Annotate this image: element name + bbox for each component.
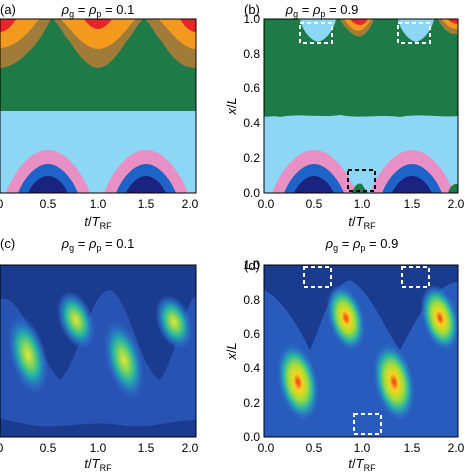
panel-a-lower-arcs-navy bbox=[28, 176, 166, 193]
panel-b-dashed-box-2 bbox=[397, 22, 431, 44]
panel-b-ytick-4: 0.8 bbox=[243, 47, 260, 61]
panel-c-label: (c) bbox=[0, 236, 15, 251]
panel-d-xtick-4: 2.0 bbox=[448, 441, 465, 455]
panel-d-dashed-box-2 bbox=[401, 266, 430, 288]
panel-b-ytick-3: 0.6 bbox=[243, 81, 260, 95]
panel-a-top-arcs-red bbox=[0, 19, 196, 32]
panel-b-ytick-0: 0.0 bbox=[243, 186, 260, 200]
panel-c-xlabel: t/TRF bbox=[84, 456, 112, 473]
panel-b-ytick-5: 1.0 bbox=[243, 12, 260, 26]
panel-b-xticks: 0.0 0.5 1.0 1.5 2.0 bbox=[258, 197, 465, 211]
panel-c-xticks: 0 0.5 1.0 1.5 2.0 bbox=[0, 441, 199, 455]
panel-d-hotspot-4 bbox=[420, 284, 458, 352]
panel-d-xtick-2: 1.0 bbox=[354, 441, 371, 455]
panel-d-ytick-5: 1.0 bbox=[243, 258, 260, 272]
panel-d-dashed-box-1 bbox=[303, 266, 332, 288]
panel-c-xtick-2: 1.0 bbox=[90, 441, 107, 455]
panel-d-xtick-1: 0.5 bbox=[306, 441, 323, 455]
panel-d-label: (d) bbox=[244, 258, 260, 273]
panel-c-hotspot-3 bbox=[103, 321, 145, 399]
panel-d-title: ρg = ρp = 0.9 bbox=[325, 236, 399, 253]
panel-d: (d) ρg = ρp = 0.9 0.0 0.2 0.4 0.6 0.8 1.… bbox=[224, 236, 465, 473]
panel-d-xlabel: t/TRF bbox=[348, 456, 376, 473]
panel-a-top-arcs-orange bbox=[0, 19, 196, 49]
panel-b-dashed-box-1 bbox=[299, 22, 333, 44]
panel-b-label: (b) bbox=[244, 2, 260, 17]
panel-c-frame bbox=[0, 264, 197, 438]
panel-c-xtick-3: 1.5 bbox=[138, 441, 155, 455]
panel-b-ytick-2: 0.4 bbox=[243, 116, 260, 130]
panel-c-xtick-1: 0.5 bbox=[40, 441, 57, 455]
panel-b-frame bbox=[263, 18, 459, 194]
panel-b-xtick-2: 1.0 bbox=[354, 197, 371, 211]
panel-b-title: ρg = ρp = 0.9 bbox=[285, 2, 359, 19]
panel-b-ylabel: x/L bbox=[224, 97, 239, 115]
panel-c-xtick-0: 0 bbox=[0, 441, 4, 455]
panel-c-hotspot-4 bbox=[155, 295, 193, 349]
panel-a-label: (a) bbox=[0, 2, 16, 17]
panel-d-xtick-3: 1.5 bbox=[404, 441, 421, 455]
panel-b-xtick-4: 2.0 bbox=[448, 197, 465, 211]
panel-d-ylabel: x/L bbox=[224, 342, 239, 360]
panel-a-title: ρg = ρp = 0.1 bbox=[61, 2, 135, 19]
panel-c-diffuse-band bbox=[0, 290, 196, 427]
panel-d-hotspot-2 bbox=[326, 284, 366, 352]
panel-b-xtick-3: 1.5 bbox=[404, 197, 421, 211]
panel-b-top-arcs-red bbox=[350, 19, 458, 25]
panel-b: (b) ρg = ρp = 0.9 0.0 0.2 0.4 0.6 0.8 1.… bbox=[224, 2, 465, 231]
panel-a-xtick-2: 1.0 bbox=[90, 197, 107, 211]
panel-b-lower-arcs-navy bbox=[294, 176, 432, 193]
panel-c-title: ρg = ρp = 0.1 bbox=[61, 236, 135, 253]
panel-d-xtick-0: 0.0 bbox=[258, 441, 275, 455]
panel-d-hotspot-1 bbox=[276, 342, 320, 422]
panel-a-frame bbox=[0, 18, 197, 194]
panel-a-xtick-3: 1.5 bbox=[138, 197, 155, 211]
panel-d-xticks: 0.0 0.5 1.0 1.5 2.0 bbox=[258, 441, 465, 455]
panel-c-hotspot-1 bbox=[7, 316, 49, 394]
panel-c-hotspot-2 bbox=[57, 291, 95, 349]
panel-a-xtick-1: 0.5 bbox=[40, 197, 57, 211]
panel-b-xlabel: t/TRF bbox=[348, 214, 376, 231]
panel-a-xlabel: t/TRF bbox=[84, 214, 112, 231]
panel-a-xtick-0: 0 bbox=[0, 197, 4, 211]
panel-a: (a) ρg = ρp = 0.1 0 0.5 1.0 1.5 2.0 t/TR… bbox=[0, 2, 199, 231]
panel-c: (c) ρg = ρp = 0.1 0 0.5 1.0 1.5 2.0 t/TR… bbox=[0, 236, 199, 473]
panel-d-frame bbox=[263, 264, 459, 438]
panel-b-yticks: 0.0 0.2 0.4 0.6 0.8 1.0 bbox=[243, 12, 260, 200]
panel-c-xtick-4: 2.0 bbox=[182, 441, 199, 455]
panel-d-ytick-1: 0.2 bbox=[243, 396, 260, 410]
panel-d-yticks: 0.0 0.2 0.4 0.6 0.8 1.0 bbox=[243, 258, 260, 444]
panel-a-xtick-4: 2.0 bbox=[182, 197, 199, 211]
panel-d-hotspot-3 bbox=[372, 342, 416, 422]
panel-d-dashed-box-3 bbox=[353, 413, 382, 435]
panel-b-top-light-patches bbox=[300, 19, 434, 42]
panel-d-ytick-2: 0.4 bbox=[243, 361, 260, 375]
panel-b-dashed-box-3 bbox=[347, 169, 376, 192]
panel-b-top-arcs-olive bbox=[340, 19, 458, 37]
panel-d-ytick-4: 0.8 bbox=[243, 293, 260, 307]
panel-d-ytick-3: 0.6 bbox=[243, 327, 260, 341]
panel-b-ytick-1: 0.2 bbox=[243, 151, 260, 165]
panel-d-ytick-0: 0.0 bbox=[243, 430, 260, 444]
panel-b-xtick-1: 0.5 bbox=[306, 197, 323, 211]
panel-b-xtick-0: 0.0 bbox=[258, 197, 275, 211]
panel-b-bottom-green-specks bbox=[352, 183, 458, 193]
panel-a-xticks: 0 0.5 1.0 1.5 2.0 bbox=[0, 197, 199, 211]
